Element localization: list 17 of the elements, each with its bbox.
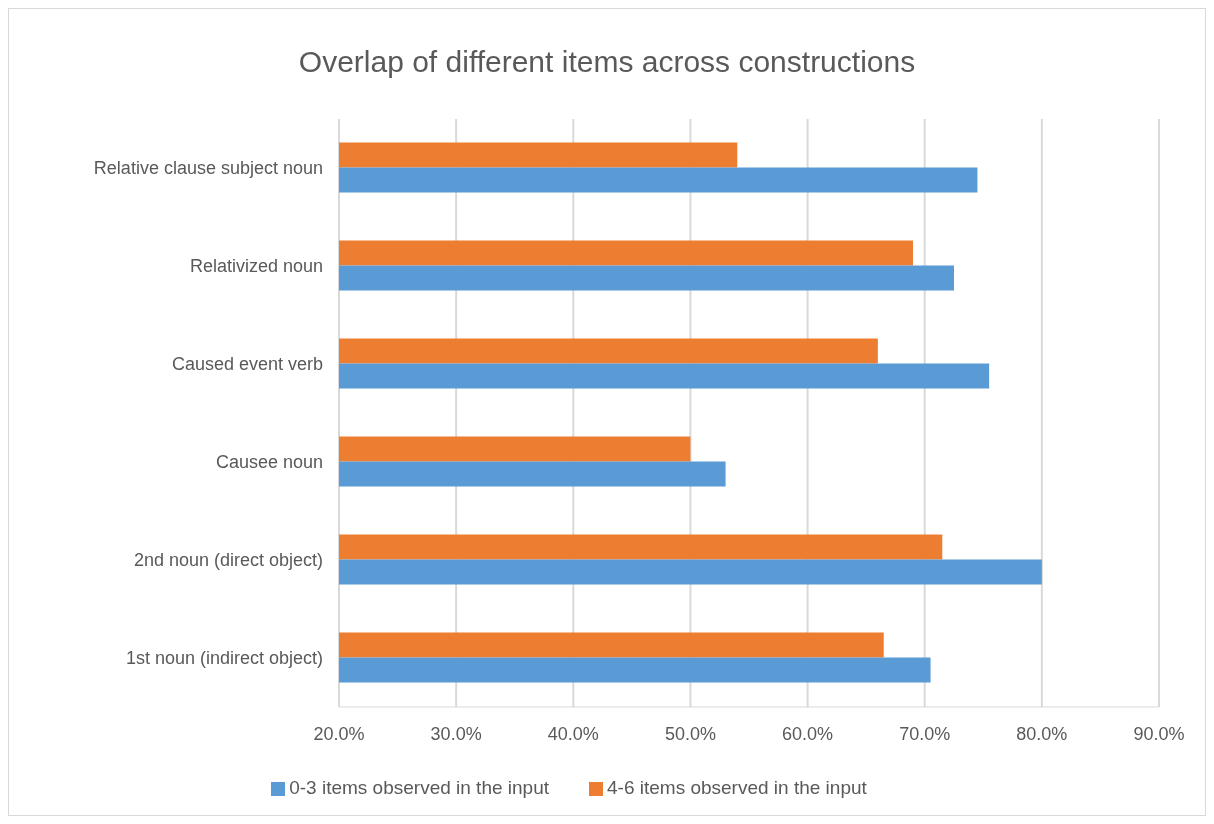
y-tick-label: 1st noun (indirect object) xyxy=(125,648,323,669)
chart-title: Overlap of different items across constructions xyxy=(297,44,917,79)
y-tick-label: 2nd noun (direct object) xyxy=(133,550,323,571)
legend-label: 4-6 items observed in the input xyxy=(607,777,867,798)
y-tick-label: Caused event verb xyxy=(171,354,323,375)
x-tick-label: 40.0% xyxy=(547,723,599,744)
y-tick-label: Relativized noun xyxy=(189,256,323,277)
x-tick-label: 80.0% xyxy=(1016,723,1068,744)
x-tick-label: 20.0% xyxy=(313,723,365,744)
x-tick-label: 90.0% xyxy=(1133,723,1185,744)
x-tick-label: 30.0% xyxy=(430,723,482,744)
x-tick-label: 50.0% xyxy=(664,723,716,744)
y-tick-label: Causee noun xyxy=(215,452,323,473)
x-tick-label: 70.0% xyxy=(899,723,951,744)
x-tick-label: 60.0% xyxy=(782,723,834,744)
y-tick-label: Relative clause subject noun xyxy=(93,158,323,179)
legend-label: 0-3 items observed in the input xyxy=(289,777,549,798)
